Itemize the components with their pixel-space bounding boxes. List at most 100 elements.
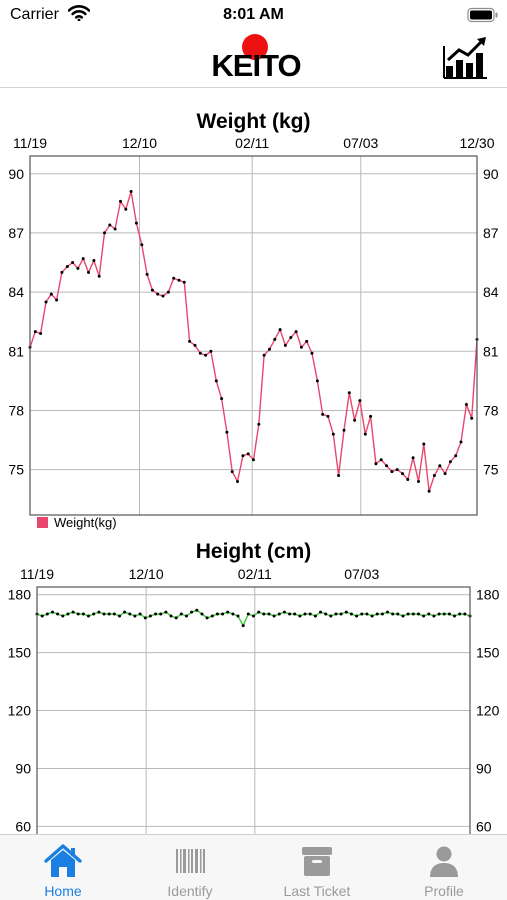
- data-point: [442, 612, 446, 616]
- data-point: [190, 610, 194, 614]
- data-point: [107, 612, 111, 616]
- data-point: [470, 416, 474, 420]
- data-point: [315, 379, 319, 383]
- y-tick-label-right: 60: [476, 818, 492, 834]
- data-point: [386, 610, 389, 614]
- data-point: [326, 414, 330, 418]
- data-point: [143, 616, 147, 620]
- data-point: [349, 612, 353, 616]
- y-tick-label-left: 87: [8, 225, 24, 241]
- y-tick-label-left: 150: [8, 645, 32, 661]
- data-point: [443, 472, 447, 476]
- data-point: [406, 478, 410, 481]
- data-point: [293, 612, 297, 616]
- data-point: [324, 612, 328, 616]
- data-point: [353, 418, 357, 422]
- data-point: [401, 472, 404, 476]
- y-tick-label-right: 75: [483, 462, 499, 478]
- x-tick-label: 12/30: [459, 135, 494, 151]
- bar-chart-trend-icon[interactable]: [443, 36, 489, 80]
- y-tick-label-left: 78: [8, 402, 24, 418]
- data-point: [150, 288, 154, 292]
- data-point: [103, 231, 106, 235]
- tab-identify-label: Identify: [167, 883, 213, 899]
- data-point: [369, 414, 373, 418]
- person-icon: [430, 846, 458, 877]
- tab-profile[interactable]: Profile: [381, 835, 507, 900]
- y-tick-label-left: 180: [8, 587, 32, 603]
- data-point: [225, 430, 229, 434]
- tab-home[interactable]: Home: [0, 835, 126, 900]
- data-point: [374, 462, 378, 466]
- wifi-icon: [67, 5, 91, 26]
- tab-last-ticket-label: Last Ticket: [283, 883, 351, 899]
- data-point: [174, 616, 178, 620]
- data-point: [185, 614, 188, 618]
- data-point: [188, 339, 192, 343]
- y-tick-label-right: 84: [483, 284, 499, 300]
- data-point: [161, 294, 165, 298]
- data-point: [193, 343, 197, 347]
- data-point: [268, 347, 271, 351]
- plot-frame: [29, 155, 478, 516]
- data-point: [432, 474, 436, 477]
- data-point: [81, 257, 85, 261]
- data-point: [390, 470, 394, 474]
- data-point: [370, 614, 374, 618]
- x-tick-label: 12/10: [129, 566, 164, 582]
- series-line: [36, 609, 471, 628]
- data-point: [422, 442, 426, 446]
- tab-home-label: Home: [44, 883, 82, 899]
- y-tick-label-right: 90: [483, 166, 499, 182]
- y-tick-label-right: 78: [483, 402, 499, 418]
- data-point: [156, 292, 160, 296]
- data-point: [365, 612, 369, 616]
- data-point: [56, 612, 60, 616]
- weight-chart: 90 90 87 87 84 84 81 81 78 78 75 75 11/19 12/10 02/11 0…: [8, 135, 499, 530]
- data-point: [182, 280, 186, 284]
- data-point: [66, 612, 70, 616]
- data-point: [459, 440, 463, 444]
- data-point: [246, 452, 250, 456]
- data-point: [81, 612, 85, 616]
- keito-logo: KEITO: [201, 32, 311, 84]
- data-point: [133, 614, 137, 618]
- data-point: [395, 468, 399, 472]
- y-tick-label-left: 75: [8, 462, 24, 478]
- data-point: [334, 612, 338, 616]
- data-point: [172, 276, 176, 280]
- data-point: [289, 336, 293, 339]
- data-point: [342, 428, 346, 432]
- data-point: [236, 480, 239, 483]
- data-point: [118, 614, 121, 618]
- height-chart: 180 180 150 150 120 120 90 90 60 60 11/19 12/10 02/1…: [8, 566, 500, 834]
- data-point: [313, 614, 317, 618]
- status-bar: Carrier 8:01 AM: [0, 0, 507, 30]
- data-point: [230, 470, 234, 474]
- tab-last-ticket[interactable]: Last Ticket: [254, 835, 380, 900]
- data-point: [138, 612, 142, 616]
- data-point: [166, 290, 170, 294]
- data-point: [65, 265, 69, 268]
- plot-frame: [36, 586, 471, 834]
- x-tick-label: 07/03: [344, 566, 379, 582]
- data-point: [360, 612, 364, 616]
- data-point: [299, 345, 303, 349]
- data-point: [40, 614, 44, 618]
- battery-icon: [467, 7, 499, 28]
- tab-identify[interactable]: Identify: [127, 835, 253, 900]
- x-tick-label: 12/10: [122, 135, 157, 151]
- data-point: [355, 614, 359, 618]
- data-point: [278, 328, 282, 332]
- data-point: [60, 270, 64, 274]
- data-point: [145, 272, 149, 276]
- data-point: [200, 612, 204, 616]
- data-point: [231, 612, 235, 616]
- data-point: [209, 349, 213, 353]
- data-point: [124, 207, 128, 211]
- data-point: [464, 403, 468, 406]
- data-point: [210, 614, 214, 618]
- y-tick-label-left: 84: [8, 284, 24, 300]
- data-point: [214, 379, 218, 383]
- data-point: [97, 274, 101, 278]
